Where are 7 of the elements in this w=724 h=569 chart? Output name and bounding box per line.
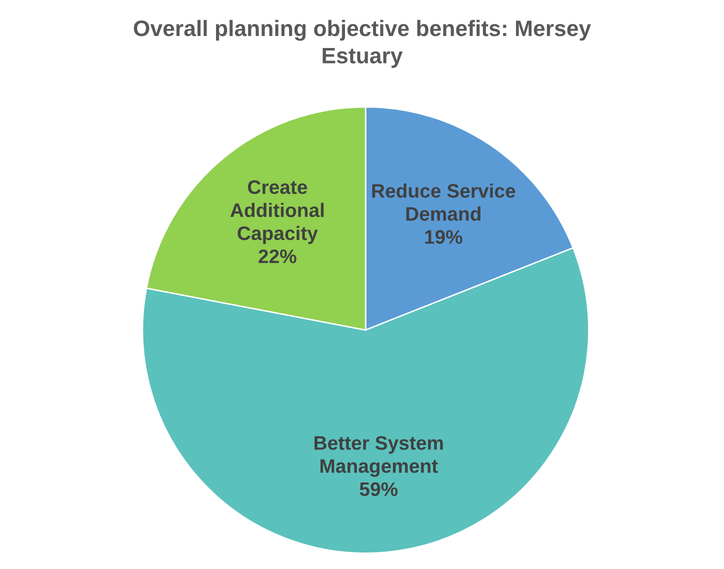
data-label: 22% [258,249,296,264]
chart-title: Overall planning objective benefits: Mersey Estuary [134,20,591,68]
slice-label: Reduce Service Demand [372,183,516,221]
slice-label: Create Additional Capacity [230,180,324,244]
data-label: 59% [360,482,398,496]
slice-label: Better System Management [314,436,443,477]
data-label: 19% [425,230,462,244]
